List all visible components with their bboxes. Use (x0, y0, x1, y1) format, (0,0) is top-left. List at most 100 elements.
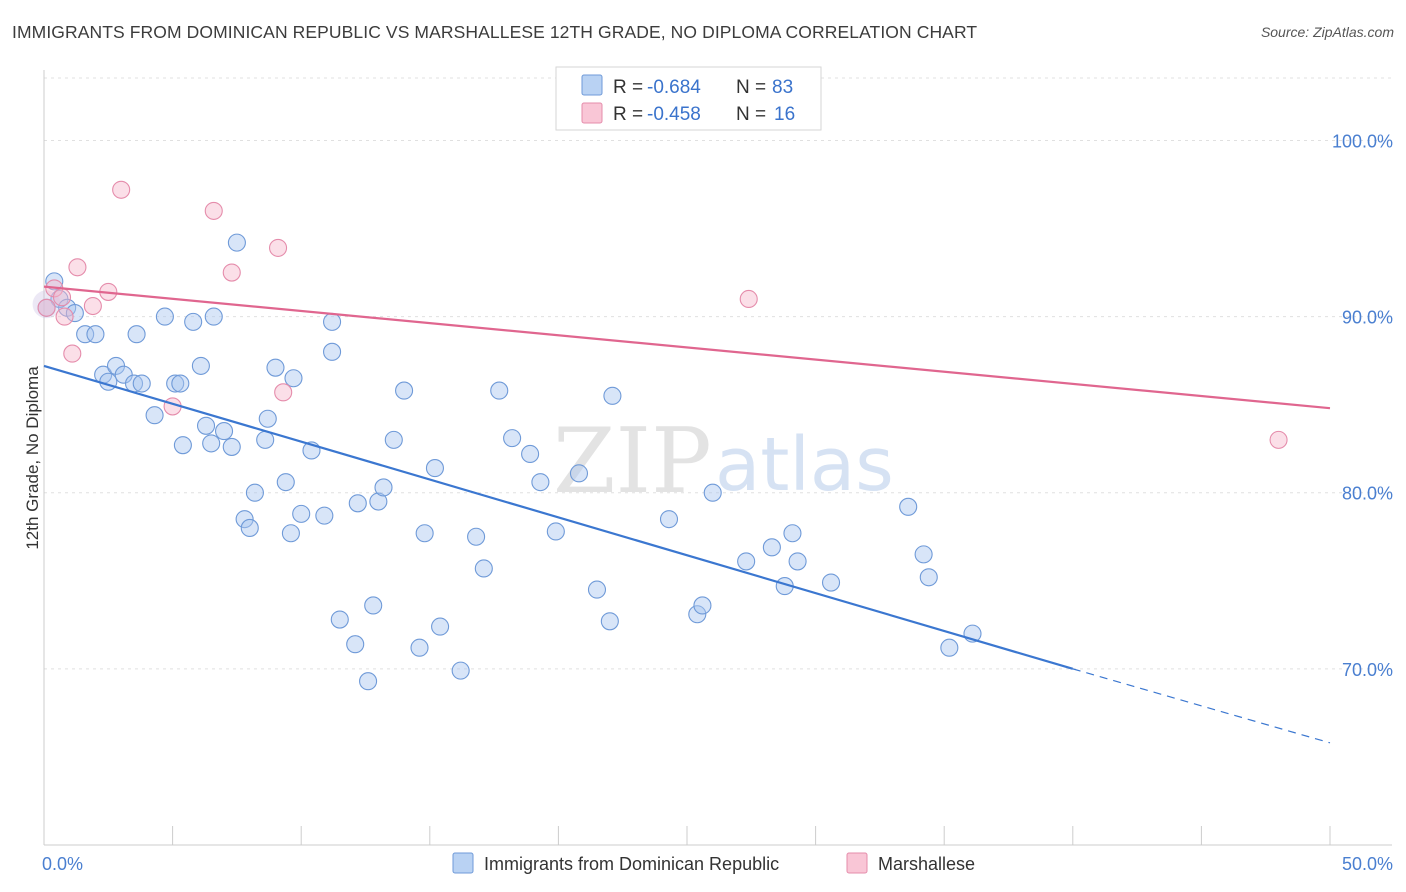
y-tick-label: 80.0% (1342, 484, 1393, 504)
data-point-dominican (235, 510, 254, 529)
data-point-dominican (600, 612, 619, 631)
data-point-dominican (281, 524, 300, 543)
data-point-dominican (374, 478, 393, 497)
data-point-marshallese (37, 298, 56, 317)
data-point-dominican (919, 568, 938, 587)
data-point-marshallese (112, 180, 131, 199)
y-tick-label: 100.0% (1332, 131, 1393, 151)
series-legend: Immigrants from Dominican Republic Marsh… (452, 852, 975, 874)
data-point-dominican (603, 386, 622, 405)
data-point-dominican (410, 638, 429, 657)
chart-title: IMMIGRANTS FROM DOMINICAN REPUBLIC VS MA… (12, 22, 978, 42)
data-point-marshallese (204, 201, 223, 220)
data-point-dominican (155, 307, 174, 326)
data-point-dominican (222, 437, 241, 456)
data-point-dominican (693, 596, 712, 615)
data-point-dominican (284, 369, 303, 388)
data-point-dominican (266, 358, 285, 377)
y-axis-label: 12th Grade, No Diploma (23, 366, 42, 550)
legend-n-value-2: 16 (774, 104, 795, 125)
data-point-dominican (166, 374, 185, 393)
bottom-legend-label-pink: Marshallese (878, 854, 975, 874)
data-point-dominican (431, 617, 450, 636)
data-point-marshallese (222, 263, 241, 282)
data-point-dominican (171, 374, 190, 393)
bottom-legend-label-blue: Immigrants from Dominican Republic (484, 854, 779, 874)
x-tick-label-max: 50.0% (1342, 854, 1393, 874)
data-point-dominican (65, 304, 84, 323)
data-point-dominican (315, 506, 334, 525)
data-point-dominican (214, 422, 234, 441)
data-point-dominican (587, 580, 607, 599)
axes (43, 70, 1392, 846)
data-point-marshallese (269, 238, 288, 257)
data-point-dominican (940, 638, 959, 657)
data-point-dominican (474, 559, 493, 578)
data-point-marshallese (55, 307, 74, 326)
data-point-dominican (569, 464, 589, 483)
data-point-dominican (45, 272, 64, 291)
data-point-dominican (346, 635, 365, 654)
legend-r-label-1: R = (613, 77, 643, 98)
data-point-dominican (292, 504, 311, 523)
data-point-dominican (359, 672, 378, 691)
data-point-dominican (503, 429, 522, 448)
data-point-dominican (132, 374, 151, 393)
data-point-marshallese (739, 289, 758, 309)
data-point-dominican (191, 356, 210, 375)
trend-line-marshallese (43, 285, 1331, 410)
correlation-legend: R = -0.684 N = 83 R = -0.458 N = 16 (555, 66, 822, 131)
data-point-dominican (490, 381, 509, 400)
data-point-dominican (127, 325, 146, 344)
data-point-dominican (196, 416, 216, 435)
legend-n-label-2: N = (736, 104, 766, 125)
grid-lines (44, 77, 1392, 670)
watermark-zip: ZIP (553, 409, 712, 514)
data-point-marshallese (63, 344, 82, 363)
data-point-dominican (737, 552, 756, 571)
data-point-dominican (330, 610, 349, 629)
series-dominican-points (32, 233, 982, 691)
data-point-dominican (227, 233, 246, 252)
data-point-dominican (369, 492, 388, 511)
legend-r-label-2: R = (613, 104, 643, 125)
data-point-dominican (467, 527, 486, 546)
data-point-dominican (688, 605, 707, 624)
trend-line-dominican-extension (1072, 668, 1331, 744)
data-point-dominican (762, 538, 781, 557)
data-point-dominican (173, 436, 192, 455)
data-point-dominican (323, 342, 342, 361)
tick-labels: 70.0% 80.0% 90.0% 100.0% 0.0% 50.0% (42, 131, 1393, 874)
data-point-dominican (521, 444, 540, 464)
trend-line-dominican (43, 364, 1074, 670)
bottom-legend-swatch-blue (452, 852, 474, 874)
watermark-atlas: atlas (715, 422, 894, 508)
legend-r-value-1: -0.684 (647, 77, 701, 98)
legend-n-label-1: N = (736, 77, 766, 98)
data-point-marshallese (52, 288, 72, 307)
data-point-dominican (531, 473, 550, 492)
data-point-dominican (659, 510, 679, 529)
bottom-legend-swatch-pink (846, 852, 868, 874)
data-point-dominican (184, 312, 203, 331)
data-point-dominican (703, 483, 722, 502)
data-point-dominican (348, 494, 367, 513)
data-point-dominican (145, 406, 164, 425)
trend-lines (43, 285, 1331, 744)
legend-swatch-pink (581, 102, 603, 124)
y-tick-label: 90.0% (1342, 308, 1393, 328)
data-point-marshallese (68, 258, 87, 277)
data-point-dominican (425, 459, 444, 478)
data-point-dominican (546, 522, 565, 541)
data-point-marshallese (83, 296, 102, 316)
data-point-dominican (86, 325, 105, 344)
x-tick-label-min: 0.0% (42, 854, 83, 874)
legend-n-value-1: 83 (772, 77, 793, 98)
series-marshallese-points (37, 180, 1288, 449)
data-point-dominican (202, 434, 221, 453)
data-point-dominican (240, 518, 259, 538)
data-point-dominican (395, 381, 414, 400)
data-point-dominican (451, 661, 470, 680)
data-point-dominican (783, 524, 802, 543)
